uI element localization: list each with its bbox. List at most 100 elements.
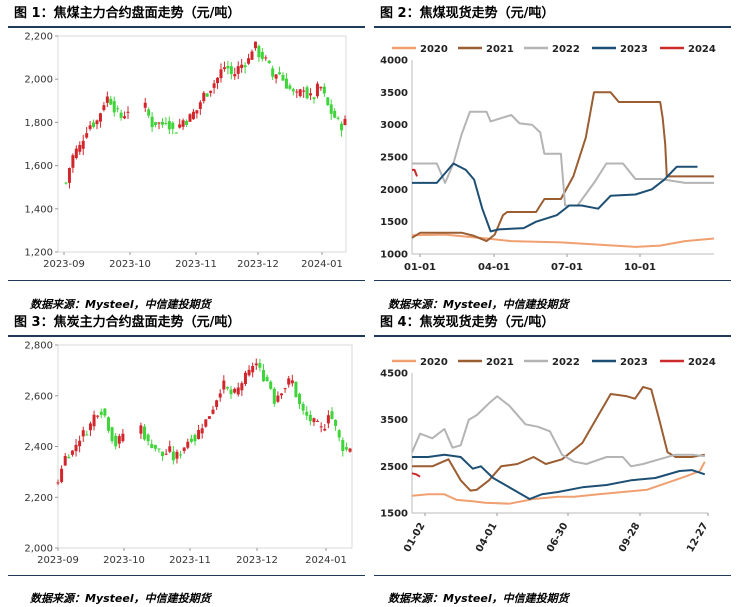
candle-body: [233, 74, 237, 77]
candle-body: [219, 69, 223, 79]
candle-body: [251, 366, 255, 373]
x-tick-label: 2023-11: [175, 259, 217, 270]
candle-body: [333, 110, 337, 118]
candle-body: [126, 111, 130, 113]
candle-body: [254, 363, 258, 366]
candle-body: [121, 433, 125, 442]
candle-body: [340, 123, 344, 131]
candle-body: [154, 122, 158, 126]
candle-body: [103, 408, 107, 416]
candle-body: [171, 451, 175, 461]
candle-body: [233, 388, 237, 393]
candle-body: [168, 446, 172, 452]
candle-body: [188, 114, 192, 122]
legend-label-2024: 2024: [688, 44, 716, 55]
x-tick-label: 2023-09: [37, 555, 79, 566]
candle-body: [225, 387, 229, 389]
y-tick-label: 3500: [380, 415, 408, 426]
x-tick-label: 04-01: [478, 262, 510, 273]
candle-body: [81, 430, 85, 437]
candle-body: [222, 67, 226, 70]
candle-body: [197, 430, 201, 439]
candle-body: [272, 388, 276, 404]
y-tick-label: 2,000: [24, 75, 53, 86]
candle-body: [211, 409, 215, 414]
candle-body: [280, 393, 284, 396]
candle-body: [309, 93, 313, 96]
candle-body: [322, 86, 326, 94]
candle-body: [98, 113, 102, 122]
candle-body: [207, 416, 211, 419]
candle-body: [150, 444, 154, 448]
x-tick-label: 2023-12: [237, 259, 279, 270]
candle-body: [265, 376, 269, 381]
candle-body: [85, 133, 89, 138]
series-line-2024: [411, 472, 421, 478]
candle-body: [291, 89, 295, 92]
x-tick-label: 10-01: [624, 262, 656, 273]
candle-body: [319, 87, 323, 89]
series-line-2020: [411, 461, 706, 505]
candle-body: [78, 144, 82, 152]
candle-body: [301, 404, 305, 411]
figure-1-bottom-rule: [8, 280, 365, 281]
candle-body: [164, 453, 168, 455]
candle-body: [305, 87, 309, 99]
candle-body: [250, 51, 254, 60]
candle-body: [269, 381, 273, 389]
candle-body: [243, 65, 247, 68]
candle-body: [119, 112, 123, 118]
candle-body: [212, 83, 216, 88]
candle-body: [264, 57, 268, 59]
candle-body: [329, 104, 333, 114]
series-line-2022: [411, 395, 705, 468]
candle-body: [341, 439, 345, 452]
candle-body: [71, 155, 75, 168]
candle-body: [67, 168, 71, 183]
candle-body: [74, 444, 78, 452]
candle-body: [236, 66, 240, 74]
candle-body: [161, 451, 165, 457]
candle-body: [85, 434, 89, 436]
candle-body: [236, 387, 240, 395]
x-tick-label: 06-30: [545, 521, 571, 554]
candle-body: [267, 60, 271, 64]
y-tick-label: 2,400: [24, 442, 53, 453]
candle-body: [247, 369, 251, 376]
candle-body: [298, 89, 302, 97]
x-tick-label: 2023-09: [43, 259, 85, 270]
y-tick-label: 1500: [380, 217, 408, 228]
y-tick-label: 2,000: [24, 544, 53, 555]
candle-body: [64, 182, 68, 184]
candle-body: [305, 411, 309, 416]
figure-1-title: 图 1：焦煤主力合约盘面走势（元/吨）: [14, 6, 241, 21]
x-tick-label: 01-01: [404, 262, 436, 273]
figure-4-bottom-rule: [374, 575, 731, 576]
candle-body: [150, 116, 154, 128]
candle-body: [116, 108, 120, 110]
candles-1: [64, 41, 347, 189]
candle-body: [178, 124, 182, 128]
candle-body: [344, 447, 348, 450]
candle-body: [179, 454, 183, 456]
candle-body: [92, 122, 96, 127]
candle-body: [157, 122, 161, 124]
figure-4-source: 数据来源：Mysteel，中信建投期货: [388, 592, 569, 605]
candle-plot-frame-1: [57, 35, 347, 253]
figure-4-title: 图 4：焦炭现货走势（元/吨）: [380, 315, 555, 330]
y-tick-label: 3000: [380, 120, 408, 131]
candle-body: [343, 119, 347, 125]
candle-body: [185, 120, 189, 125]
candle-body: [271, 68, 275, 77]
candle-body: [326, 97, 330, 106]
candle-body: [153, 444, 157, 449]
candle-body: [81, 140, 85, 149]
candle-body: [204, 419, 208, 427]
candle-body: [139, 425, 143, 434]
x-tick-label: 2023-10: [109, 259, 151, 270]
y-tick-label: 1,200: [24, 248, 53, 259]
candle-body: [215, 400, 219, 407]
candle-body: [257, 45, 261, 58]
candle-body: [112, 101, 116, 113]
y-tick-label: 1,800: [24, 118, 53, 129]
